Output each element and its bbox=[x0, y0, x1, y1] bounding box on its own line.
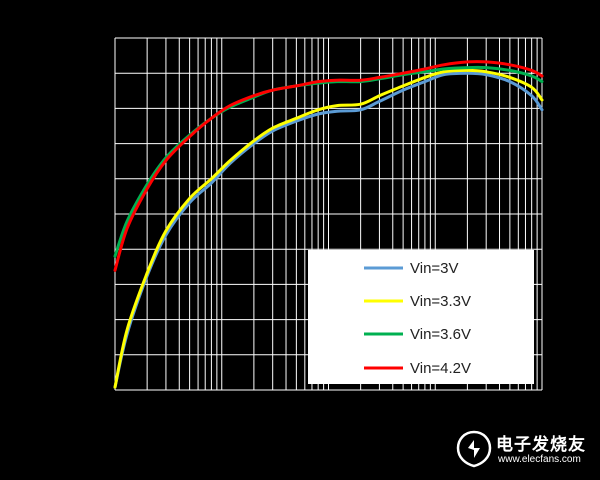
legend-box bbox=[308, 250, 534, 384]
horizontal-gridlines bbox=[115, 37, 542, 391]
legend-label-3: Vin=3.6V bbox=[410, 326, 471, 343]
series-lines bbox=[113, 60, 544, 389]
series-line-2 bbox=[113, 68, 544, 389]
elecfans-logo-icon bbox=[456, 430, 492, 468]
watermark-name: 电子发烧友 bbox=[496, 435, 586, 455]
series-line-1 bbox=[113, 71, 544, 389]
series-line-4 bbox=[113, 60, 544, 272]
legend: Vin=3V Vin=3.3V Vin=3.6V Vin=4.2V bbox=[308, 250, 534, 384]
watermark-logo: 电子发烧友 www.elecfans.com bbox=[452, 428, 592, 472]
legend-label-1: Vin=3V bbox=[410, 260, 459, 277]
legend-label-2: Vin=3.3V bbox=[410, 293, 471, 310]
watermark-url: www.elecfans.com bbox=[498, 454, 581, 465]
legend-label-4: Vin=4.2V bbox=[410, 360, 471, 377]
